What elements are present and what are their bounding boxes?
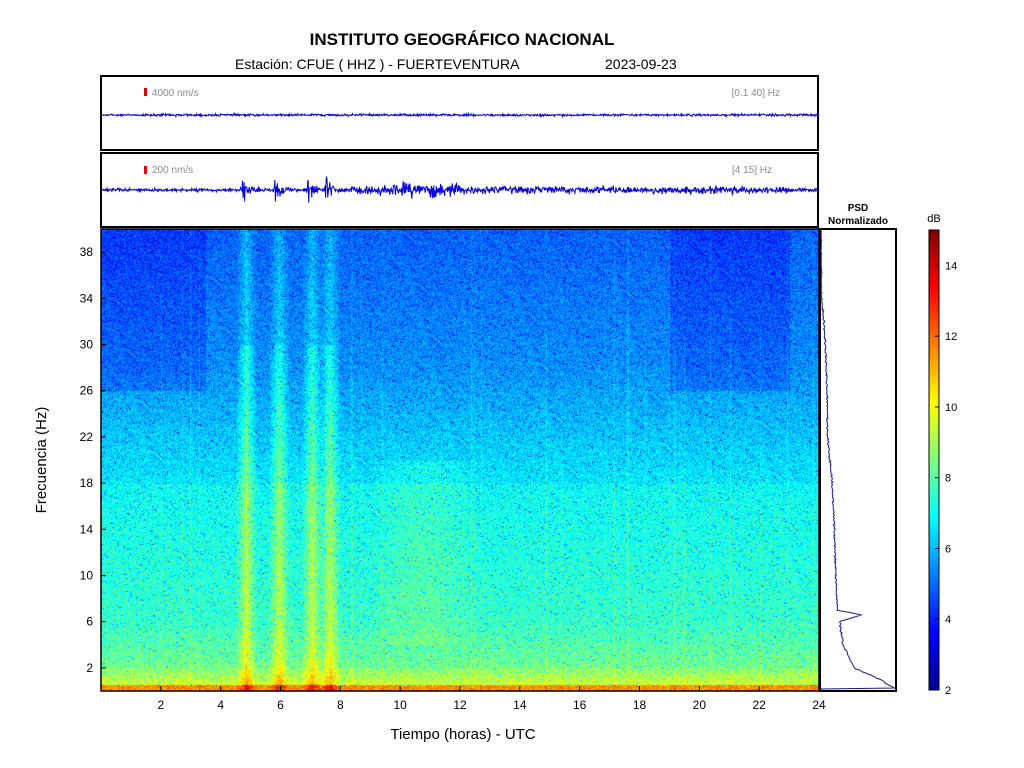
filtered-trace [100,176,820,203]
y-tick-label: 34 [80,291,94,305]
x-tick-label: 12 [453,698,467,712]
scale-bar-bottom [144,166,147,174]
trace-panel-broadband: 4000 nm/s [0.1 40] Hz [100,75,820,151]
colorbar [928,229,940,691]
x-tick-label: 14 [513,698,527,712]
x-tick-label: 16 [573,698,587,712]
station-label: Estación: CFUE ( HHZ ) - FUERTEVENTURA [235,56,520,72]
x-tick-label: 4 [217,698,224,712]
scale-label-top: 4000 nm/s [152,88,199,99]
psd-curve [820,228,896,690]
psd-title: PSD [848,203,869,214]
y-tick-label: 6 [86,615,93,629]
colorbar-ticks: 2 4 6 8 10 12 14 [935,260,957,697]
colorbar-tick-label: 10 [945,402,957,414]
band-label-bottom: [4 15] Hz [732,165,772,176]
band-label-top: [0.1 40] Hz [732,88,780,99]
x-axis-ticks: 2 4 6 8 10 12 14 16 18 20 22 24 [157,686,826,712]
scale-label-bottom: 200 nm/s [152,165,193,176]
x-tick-label: 22 [752,698,766,712]
y-tick-label: 30 [80,338,94,352]
y-tick-label: 10 [80,569,94,583]
colorbar-tick-label: 6 [945,543,951,555]
x-tick-label: 8 [337,698,344,712]
colorbar-tick-label: 2 [945,685,951,697]
colorbar-tick-label: 8 [945,473,951,485]
colorbar-unit: dB [927,213,940,225]
scale-bar-top [144,88,147,96]
x-tick-label: 10 [393,698,407,712]
y-tick-label: 18 [80,476,94,490]
x-tick-label: 2 [157,698,164,712]
y-tick-label: 38 [80,245,94,259]
figure-title: INSTITUTO GEOGRÁFICO NACIONAL [310,30,615,49]
trace-panel-filtered: 200 nm/s [4 15] Hz [100,152,820,228]
y-tick-label: 2 [86,661,93,675]
y-axis-label: Frecuencia (Hz) [33,407,50,514]
x-tick-label: 6 [277,698,284,712]
x-tick-label: 18 [633,698,647,712]
y-tick-label: 14 [80,522,94,536]
psd-subtitle: Normalizado [828,216,888,227]
colorbar-tick-label: 4 [945,614,951,626]
x-tick-label: 24 [812,698,826,712]
spectrogram-image [101,229,819,691]
psd-panel [819,228,897,692]
x-axis-label: Tiempo (horas) - UTC [390,726,535,743]
y-tick-label: 22 [80,430,94,444]
y-tick-label: 26 [80,384,94,398]
colorbar-tick-label: 14 [945,260,957,272]
x-tick-label: 20 [693,698,707,712]
colorbar-tick-label: 12 [945,331,957,343]
broadband-trace [100,111,820,119]
date-label: 2023-09-23 [605,56,677,72]
